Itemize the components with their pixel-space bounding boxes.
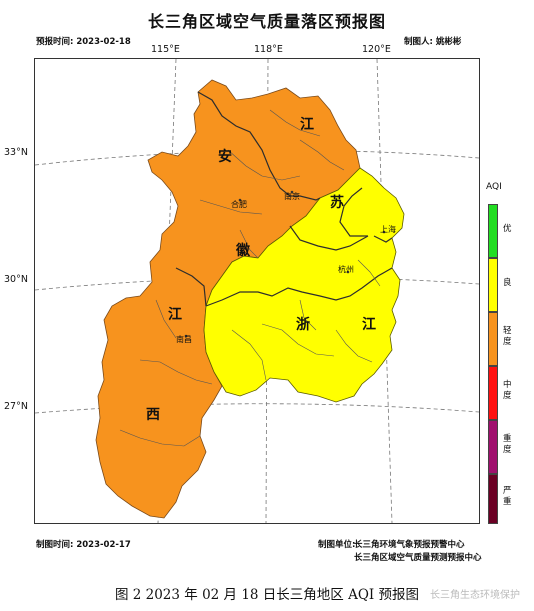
forecast-time: 预报时间: 2023-02-18: [36, 37, 131, 47]
city-markers: [184, 190, 386, 338]
unit-line-2: 长三角区域空气质量预测预报中心: [354, 553, 482, 563]
city-label-nanchang: 南昌: [176, 335, 192, 344]
lat-label-33: 33°N: [4, 147, 28, 158]
legend-label-moderate: 中度: [503, 380, 512, 401]
lon-label-118: 118°E: [254, 44, 283, 55]
figure-caption: 图 2 2023 年 02 月 18 日长三角地区 AQI 预报图: [114, 587, 420, 603]
province-char-jiang1: 江: [300, 117, 314, 133]
legend-label-severe: 严重: [503, 486, 512, 507]
city-marker-hefei: [238, 198, 242, 202]
city-marker-hangzhou: [346, 270, 350, 274]
boundary-anhui-jiangxi: [175, 267, 207, 307]
boundary-shanghai: [373, 235, 393, 243]
province-char-jiang3: 江: [362, 317, 376, 333]
legend-swatch-excellent: [488, 204, 498, 258]
province-char-hui: 徽: [236, 243, 250, 259]
legend-swatch-good: [488, 258, 498, 312]
city-label-nanjing: 南京: [284, 192, 300, 201]
province-char-su: 苏: [330, 195, 344, 211]
watermark: 长三角生态环境保护: [430, 590, 520, 601]
legend-title: AQI: [486, 182, 502, 192]
boundary-jiangsu-south: [339, 187, 368, 237]
city-marker-nanchang: [184, 334, 188, 338]
boundary-anhui-jiangsu: [197, 91, 321, 201]
lon-label-120: 120°E: [362, 44, 391, 55]
legend-swatch-moderate: [488, 366, 498, 420]
legend-label-good: 良: [503, 278, 512, 288]
unit-label: 制图单位:: [318, 540, 356, 550]
lat-label-27: 27°N: [4, 401, 28, 412]
city-marker-nanjing: [290, 190, 294, 194]
province-char-zhe: 浙: [296, 317, 310, 333]
legend-label-light: 轻度: [503, 326, 512, 347]
unit-line-1: 长三角环境气象预报预警中心: [354, 540, 465, 550]
province-char-jiang2: 江: [168, 307, 182, 323]
legend-label-heavy: 重度: [503, 434, 512, 455]
province-char-an: 安: [218, 149, 232, 165]
lon-label-115: 115°E: [151, 44, 180, 55]
made-time: 制图时间: 2023-02-17: [36, 540, 131, 550]
city-label-hangzhou: 杭州: [338, 265, 354, 274]
city-boundaries: [119, 109, 381, 447]
city-marker-shanghai: [382, 230, 386, 234]
legend-label-excellent: 优: [503, 224, 512, 234]
boundary-anhui-zhejiang: [289, 225, 369, 251]
region-light-pollution: [95, 79, 361, 519]
map-title: 长三角区域空气质量落区预报图: [147, 12, 386, 31]
legend-swatch-heavy: [488, 420, 498, 474]
boundary-zhejiang-north: [205, 267, 393, 307]
map-frame: [34, 58, 480, 524]
lat-label-30: 30°N: [4, 274, 28, 285]
legend-swatch-severe: [488, 474, 498, 524]
author-label: 制图人: 姚彬彬: [404, 37, 462, 47]
province-boundaries: [175, 91, 393, 307]
legend-swatch-light: [488, 312, 498, 366]
province-char-xi: 西: [146, 407, 160, 423]
city-label-hefei: 合肥: [231, 200, 247, 209]
region-good: [203, 167, 405, 403]
city-label-shanghai: 上海: [380, 225, 396, 234]
